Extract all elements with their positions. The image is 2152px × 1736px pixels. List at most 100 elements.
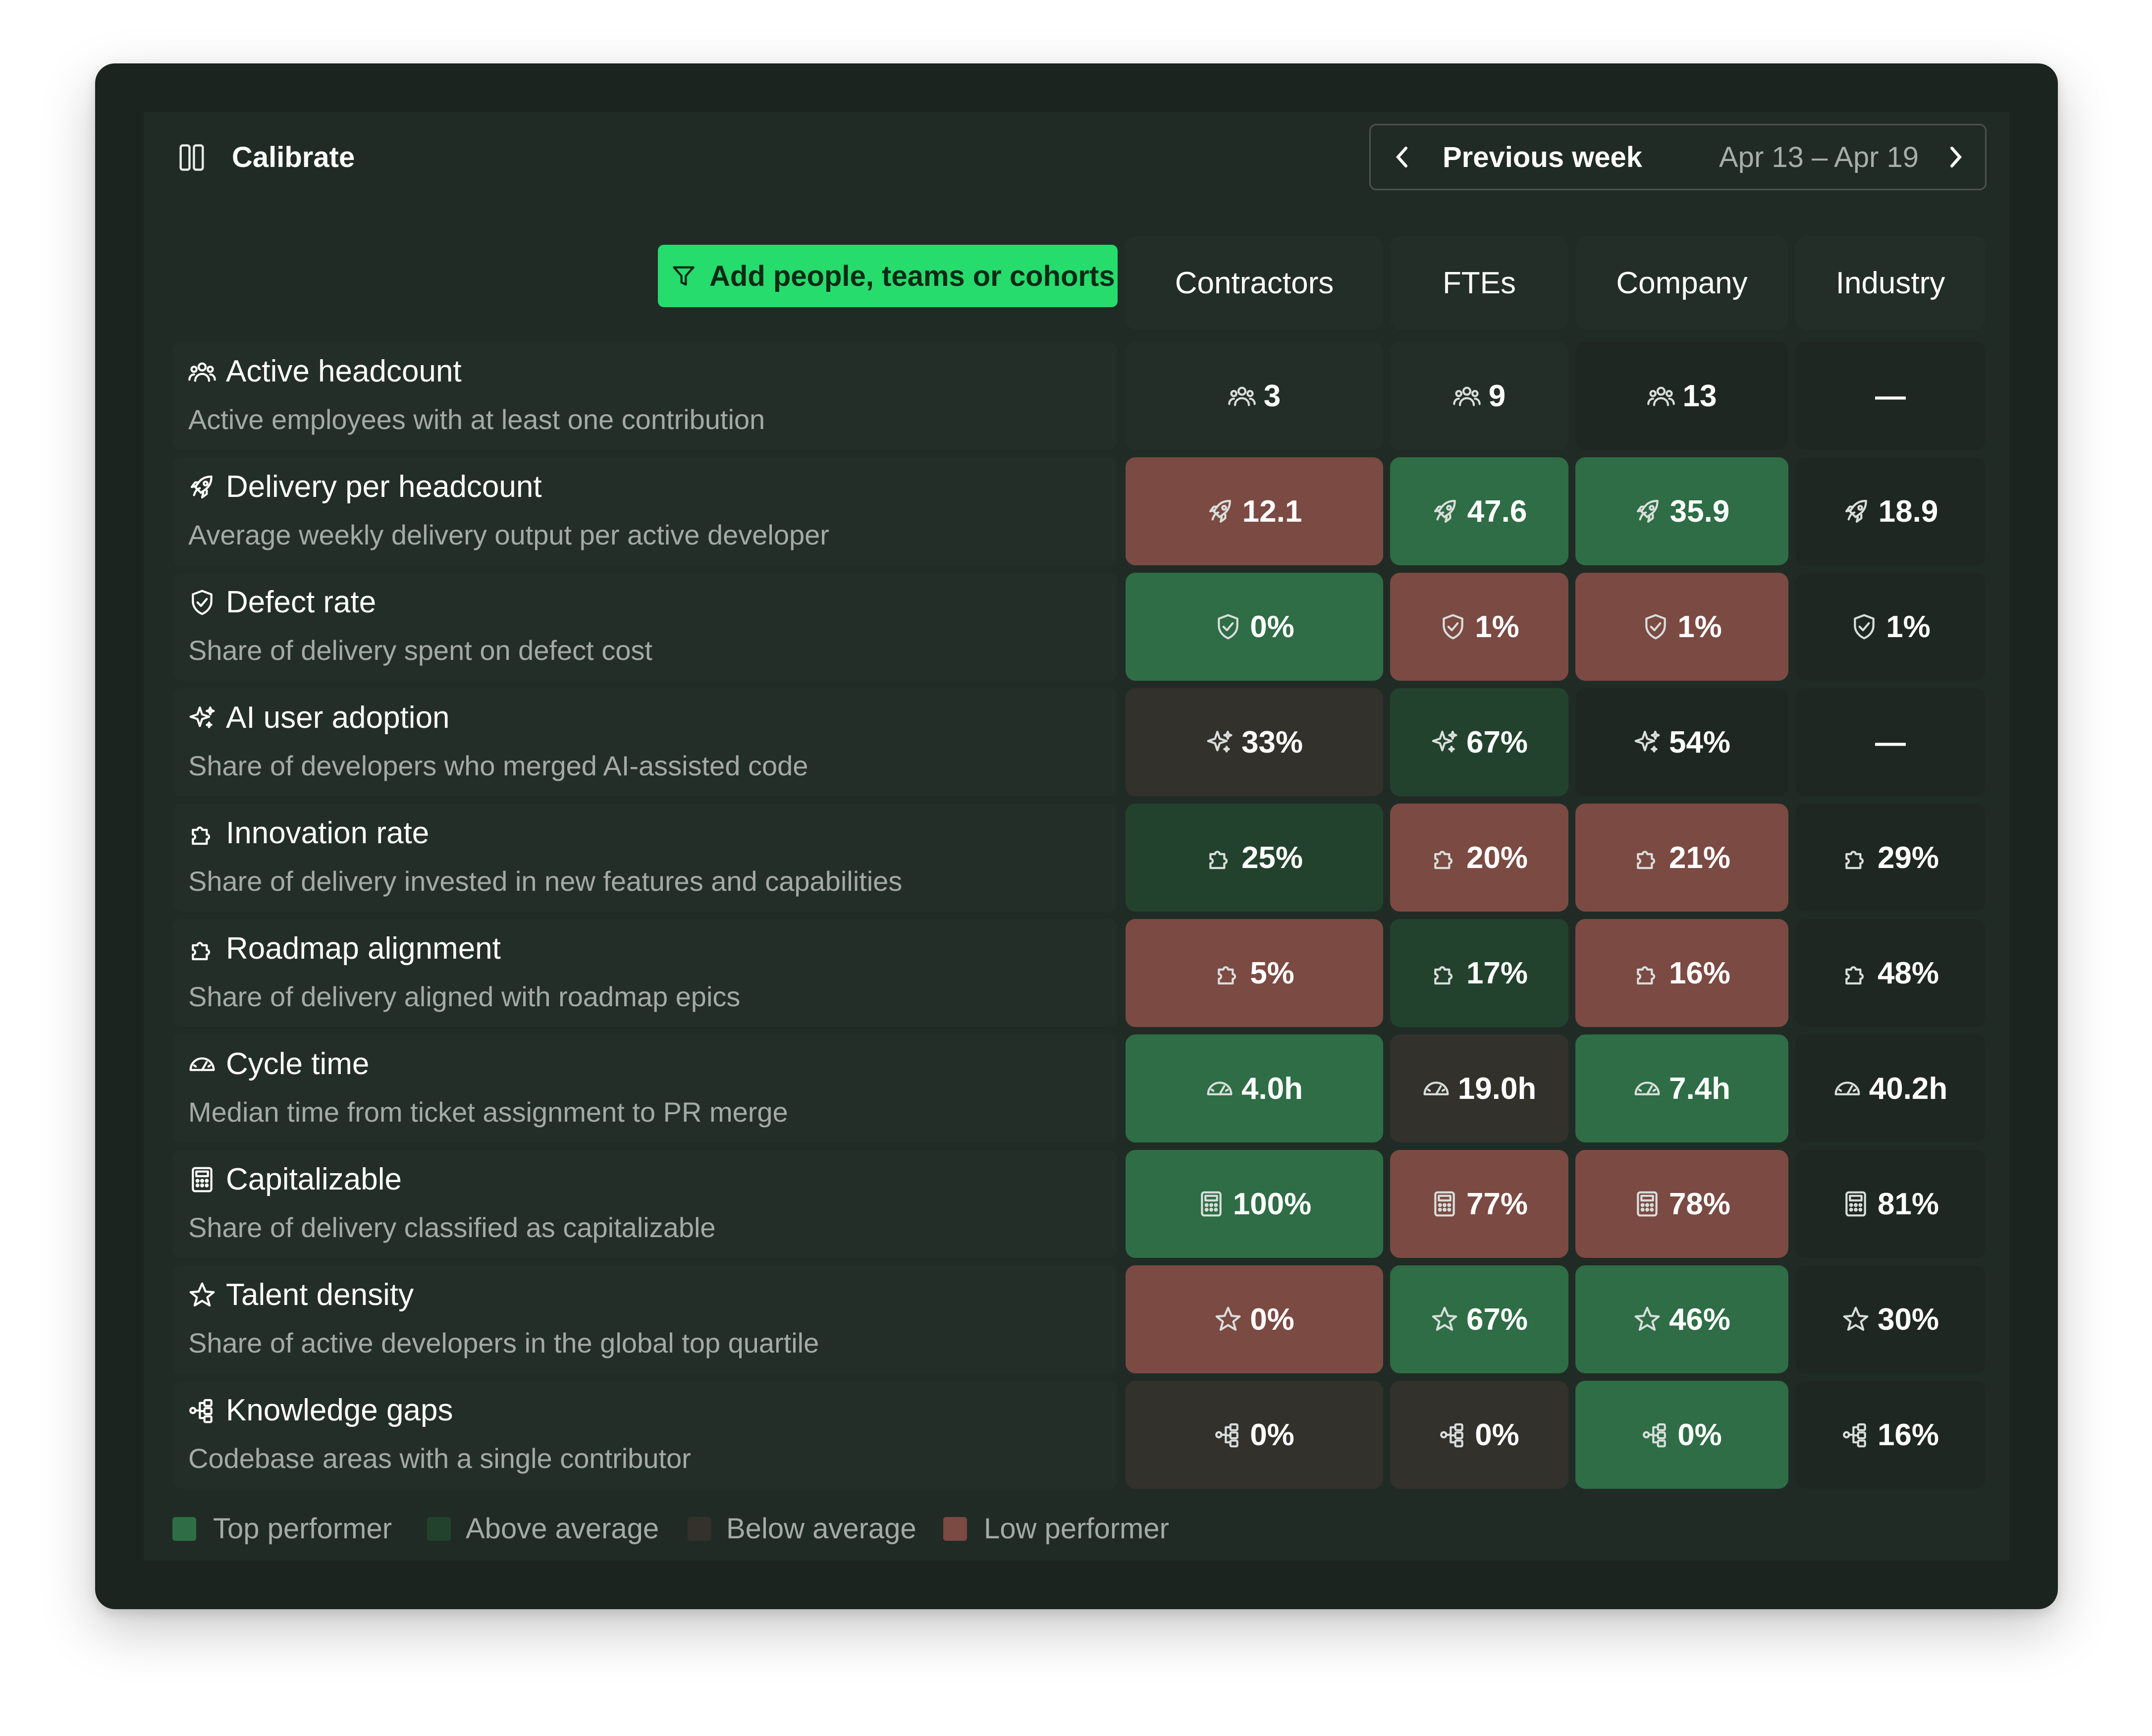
chevron-right-icon[interactable]: [1946, 142, 1966, 172]
filter-icon: [673, 266, 695, 286]
metric-description: Share of delivery aligned with roadmap e…: [188, 981, 741, 1012]
metric-value: 33%: [1241, 725, 1303, 760]
metric-cell[interactable]: 67%: [1390, 1265, 1568, 1373]
rocket-icon: [1209, 499, 1231, 523]
shield-check-icon: [1854, 614, 1875, 640]
metric-cell[interactable]: 21%: [1575, 804, 1788, 912]
metric-cell[interactable]: 47.6: [1390, 457, 1568, 565]
metric-description: Share of delivery invested in new featur…: [188, 866, 903, 897]
metric-value: 5%: [1250, 956, 1294, 990]
metric-cell[interactable]: 18.9: [1795, 457, 1986, 565]
calculator-icon: [1637, 1191, 1658, 1217]
add-people-button[interactable]: Add people, teams or cohorts: [658, 245, 1118, 307]
previous-week-button[interactable]: Previous week: [1443, 141, 1642, 173]
metric-cell[interactable]: 16%: [1575, 919, 1788, 1027]
metric-value: 29%: [1877, 840, 1939, 875]
metric-row-delivery-per-headcount[interactable]: Delivery per headcount Average weekly del…: [173, 457, 1117, 565]
metric-cell[interactable]: 1%: [1575, 573, 1788, 681]
metric-row-talent-density[interactable]: Talent density Share of active developers…: [173, 1265, 1117, 1373]
metric-cell[interactable]: 33%: [1126, 688, 1383, 796]
metric-description: Codebase areas with a single contributor: [188, 1443, 691, 1474]
metric-cell[interactable]: —: [1795, 688, 1986, 796]
network-icon: [1215, 1423, 1238, 1448]
metric-cell[interactable]: 3: [1126, 342, 1383, 450]
metric-cell[interactable]: 54%: [1575, 688, 1788, 796]
metric-description: Share of delivery spent on defect cost: [188, 635, 652, 666]
metric-value: 12.1: [1242, 494, 1302, 529]
puzzle-icon: [1845, 966, 1864, 985]
metric-value: 17%: [1466, 956, 1528, 990]
metric-value: —: [1875, 379, 1906, 413]
metric-cell[interactable]: 77%: [1390, 1150, 1568, 1258]
puzzle-icon: [1845, 851, 1864, 869]
metric-value: 25%: [1241, 840, 1303, 875]
metric-row-ai-user-adoption[interactable]: AI user adoption Share of developers who …: [173, 688, 1117, 796]
gauge-icon: [1423, 1082, 1449, 1095]
column-header-contractors[interactable]: Contractors: [1126, 236, 1383, 330]
metric-cell[interactable]: 1%: [1390, 573, 1568, 681]
star-icon: [1634, 1306, 1660, 1331]
metric-title: Defect rate: [188, 585, 376, 620]
metric-cell[interactable]: 9: [1390, 342, 1568, 450]
metric-cell[interactable]: 16%: [1795, 1381, 1986, 1489]
metric-cell[interactable]: 0%: [1126, 573, 1383, 681]
calculator-icon: [192, 1167, 213, 1192]
metric-cell[interactable]: 25%: [1126, 804, 1383, 912]
metric-title: Knowledge gaps: [188, 1393, 453, 1428]
sidebar-toggle-icon[interactable]: [178, 143, 205, 172]
metric-cell[interactable]: 29%: [1795, 804, 1986, 912]
metric-value: 48%: [1877, 956, 1939, 990]
column-header-industry[interactable]: Industry: [1795, 236, 1986, 330]
legend-swatch-top: [172, 1517, 196, 1541]
calculator-icon: [1200, 1191, 1222, 1217]
metric-value: 13: [1682, 379, 1717, 413]
metric-cell[interactable]: 0%: [1390, 1381, 1568, 1489]
week-navigator: [1369, 124, 1987, 190]
metric-row-roadmap-alignment[interactable]: Roadmap alignment Share of delivery align…: [173, 919, 1117, 1027]
metric-cell[interactable]: 67%: [1390, 688, 1568, 796]
metric-row-cycle-time[interactable]: Cycle time Median time from ticket assign…: [173, 1034, 1117, 1142]
metric-cell[interactable]: 19.0h: [1390, 1034, 1568, 1142]
metric-row-capitalizable[interactable]: Capitalizable Share of delivery classifie…: [173, 1150, 1117, 1258]
date-range: Apr 13 – Apr 19: [1719, 141, 1919, 173]
metric-cell[interactable]: 0%: [1126, 1381, 1383, 1489]
metric-cell[interactable]: 78%: [1575, 1150, 1788, 1258]
metric-cell[interactable]: 30%: [1795, 1265, 1986, 1373]
metric-cell[interactable]: 48%: [1795, 919, 1986, 1027]
metric-value: 1%: [1886, 609, 1931, 644]
metric-cell[interactable]: 5%: [1126, 919, 1383, 1027]
metric-value: 67%: [1466, 725, 1528, 760]
metric-cell[interactable]: 4.0h: [1126, 1034, 1383, 1142]
legend-label-above: Above average: [466, 1513, 659, 1545]
metric-cell[interactable]: 35.9: [1575, 457, 1788, 565]
metric-value: 81%: [1877, 1187, 1939, 1221]
metric-cell[interactable]: 0%: [1575, 1381, 1788, 1489]
metric-cell[interactable]: 1%: [1795, 573, 1986, 681]
star-icon: [1843, 1306, 1869, 1331]
star-icon: [1215, 1306, 1241, 1331]
metric-value: 0%: [1250, 1417, 1294, 1452]
metric-title: Cycle time: [188, 1046, 369, 1082]
metric-cell[interactable]: 7.4h: [1575, 1034, 1788, 1142]
shield-check-icon: [192, 590, 213, 615]
metric-cell[interactable]: 81%: [1795, 1150, 1986, 1258]
metric-cell[interactable]: 13: [1575, 342, 1788, 450]
metric-row-knowledge-gaps[interactable]: Knowledge gaps Codebase areas with a sing…: [173, 1381, 1117, 1489]
metric-cell[interactable]: 0%: [1126, 1265, 1383, 1373]
metric-row-defect-rate[interactable]: Defect rate Share of delivery spent on de…: [173, 573, 1117, 681]
metric-cell[interactable]: 46%: [1575, 1265, 1788, 1373]
metric-row-innovation-rate[interactable]: Innovation rate Share of delivery investe…: [173, 804, 1117, 912]
metric-title: Roadmap alignment: [188, 931, 501, 966]
metric-cell[interactable]: 40.2h: [1795, 1034, 1986, 1142]
metric-cell[interactable]: 20%: [1390, 804, 1568, 912]
column-header-company[interactable]: Company: [1575, 236, 1788, 330]
metric-cell[interactable]: 17%: [1390, 919, 1568, 1027]
metric-cell[interactable]: 12.1: [1126, 457, 1383, 565]
metric-cell[interactable]: —: [1795, 342, 1986, 450]
metric-cell[interactable]: 100%: [1126, 1150, 1383, 1258]
network-icon: [1440, 1423, 1463, 1448]
chevron-left-icon[interactable]: [1392, 142, 1412, 172]
metric-value: 35.9: [1669, 494, 1730, 529]
column-header-ftes[interactable]: FTEs: [1390, 236, 1568, 330]
metric-row-active-headcount[interactable]: Active headcount Active employees with at…: [173, 342, 1117, 450]
